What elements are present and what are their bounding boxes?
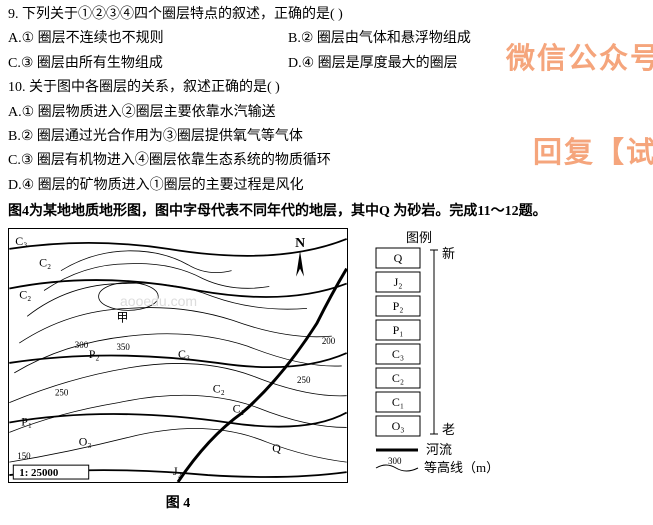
north-arrow: N [295,235,305,276]
legend-contour-sample: 300 [388,456,402,466]
legend-old: 老 [442,422,455,437]
map-lbl-c2c: C₂ [213,381,225,395]
map-lbl-p2: P₂ [89,346,100,360]
legend-contour: 等高线（m） [424,460,499,475]
svg-text:N: N [295,235,305,250]
legend-new: 新 [442,246,455,261]
figure-caption: 图 4 [8,493,348,515]
cont-300: 300 [75,340,89,350]
q9-options: A.① 圈层不连续也不规则 B.② 圈层由气体和悬浮物组成 [8,28,645,50]
map-container: 甲 C₃ C₂ C₂ P₂ P₁ C₃ C₂ C₁ O₃ J₂ Q 300 35… [8,228,348,516]
svg-text:C₃: C₃ [392,347,404,361]
svg-text:P₁: P₁ [393,323,404,337]
svg-text:P₂: P₂ [393,299,404,313]
geology-map: 甲 C₃ C₂ C₂ P₂ P₁ C₃ C₂ C₁ O₃ J₂ Q 300 35… [8,228,348,483]
map-scale: 1: 25000 [19,467,59,479]
map-lbl-c2b: C₂ [19,287,31,301]
legend-river: 河流 [426,442,452,457]
context-text: 图4为某地地质地形图，图中字母代表不同年代的地层，其中Q 为砂岩。完成11～12… [8,201,645,223]
q9-opt-d: D.④ 圈层是厚度最大的圈层 [288,53,568,75]
svg-text:O₃: O₃ [392,419,405,433]
map-lbl-c1: C₁ [233,401,245,415]
q9-stem: 9. 下列关于①②③④四个圈层特点的叙述，正确的是( ) [8,4,645,26]
q10-opt-a: A.① 圈层物质进入②圈层主要依靠水汽输送 [8,102,645,124]
cont-200: 200 [322,336,336,346]
svg-text:Q: Q [394,251,403,265]
q10-opt-b: B.② 圈层通过光合作用为③圈层提供氧气等气体 [8,126,645,148]
map-lbl-c3b: C₃ [178,346,190,360]
figure-area: 甲 C₃ C₂ C₂ P₂ P₁ C₃ C₂ C₁ O₃ J₂ Q 300 35… [8,228,645,516]
map-lbl-j2: J₂ [173,464,182,478]
q9-opt-c: C.③ 圈层由所有生物组成 [8,53,288,75]
q10-opt-c: C.③ 圈层有机物进入④圈层依靠生态系统的物质循环 [8,150,645,172]
map-label-jia: 甲 [116,310,128,324]
map-lbl-o3: O₃ [79,434,92,448]
cont-250: 250 [297,374,311,384]
svg-text:C₂: C₂ [392,371,404,385]
q10-stem: 10. 关于图中各圈层的关系，叙述正确的是( ) [8,77,645,99]
map-lbl-p1: P₁ [21,414,32,428]
map-lbl-c3a: C₃ [15,233,27,247]
cont-250b: 250 [55,387,69,397]
cont-350: 350 [116,342,130,352]
q9-opt-a: A.① 圈层不连续也不规则 [8,28,288,50]
q10-opt-d: D.④ 圈层的矿物质进入①圈层的主要过程是风化 [8,175,645,197]
svg-text:C₁: C₁ [392,395,404,409]
q9-opt-b: B.② 圈层由气体和悬浮物组成 [288,28,568,50]
legend: 图例 Q J₂ P₂ P₁ C₃ C₂ C₁ O₃ 新 老 河流 300 等高线… [356,228,566,488]
legend-title: 图例 [406,230,432,245]
map-lbl-c2a: C₂ [39,255,51,269]
cont-150: 150 [17,451,31,461]
q9-options-2: C.③ 圈层由所有生物组成 D.④ 圈层是厚度最大的圈层 [8,53,645,75]
svg-text:J₂: J₂ [394,275,403,289]
map-lbl-q: Q [272,441,281,455]
